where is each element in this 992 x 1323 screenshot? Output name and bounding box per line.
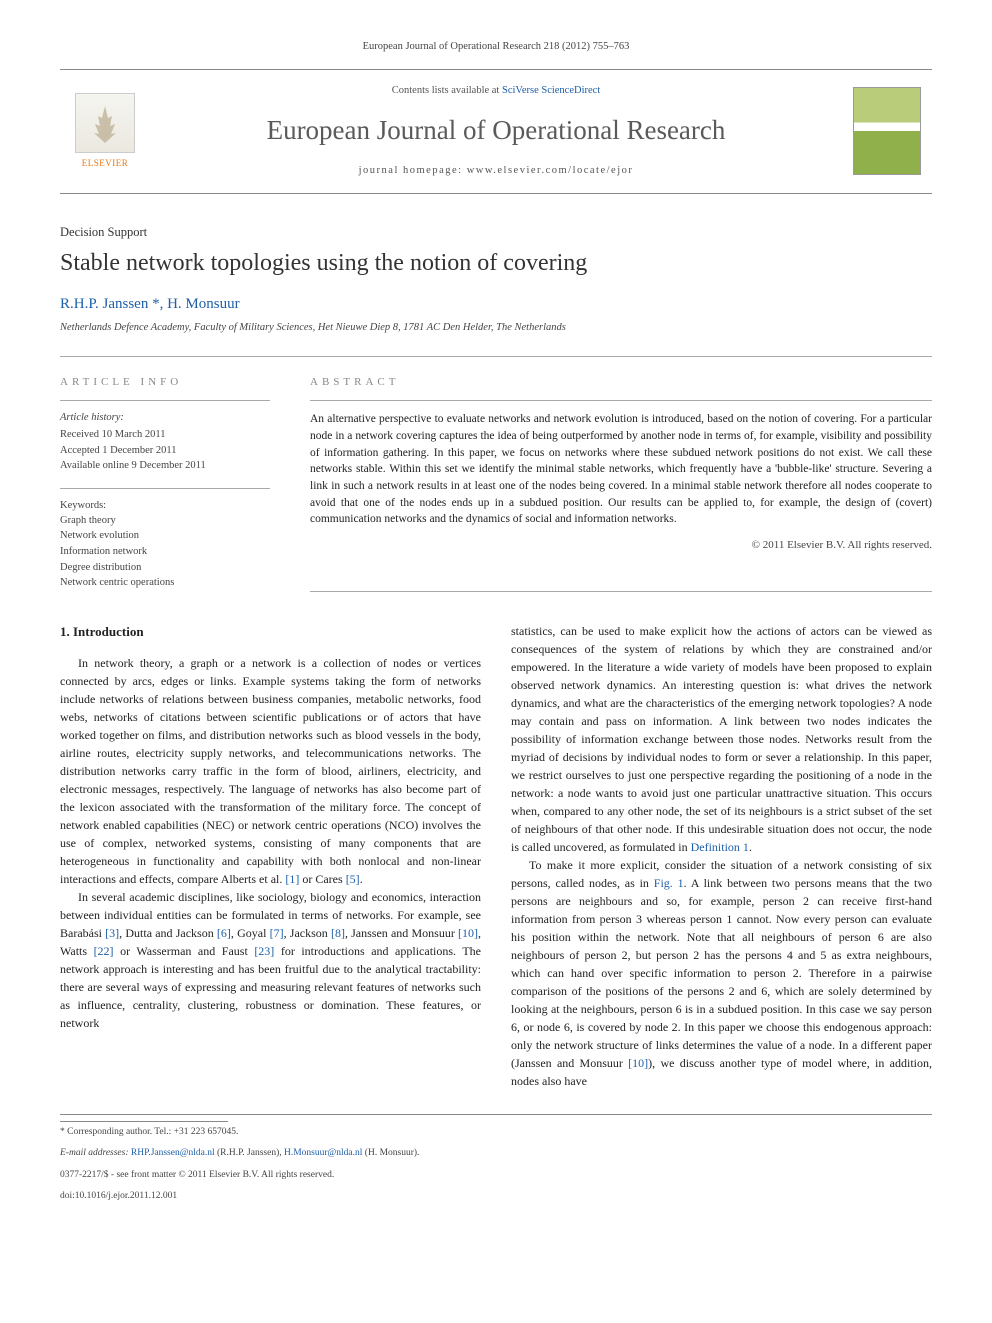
corresponding-author: * Corresponding author. Tel.: +31 223 65… <box>60 1126 481 1139</box>
elsevier-tree-icon <box>75 93 135 153</box>
section-label: Decision Support <box>60 224 932 242</box>
journal-cover-icon <box>853 87 921 175</box>
abstract-block: ABSTRACT An alternative perspective to e… <box>310 375 932 592</box>
para-1-end: . <box>360 872 363 886</box>
abstract-heading: ABSTRACT <box>310 375 932 390</box>
journal-homepage: journal homepage: www.elsevier.com/locat… <box>160 164 832 179</box>
para-1-text: In network theory, a graph or a network … <box>60 656 481 886</box>
t: , Dutta and Jackson <box>119 926 217 940</box>
abstract-text: An alternative perspective to evaluate n… <box>310 411 932 528</box>
t: or Wasserman and Faust <box>114 944 255 958</box>
homepage-prefix: journal homepage: <box>359 165 467 176</box>
ref-link[interactable]: [23] <box>254 944 274 958</box>
email-line: E-mail addresses: RHP.Janssen@nlda.nl (R… <box>60 1147 481 1160</box>
contents-line: Contents lists available at SciVerse Sci… <box>160 84 832 99</box>
homepage-url: www.elsevier.com/locate/ejor <box>467 165 634 176</box>
para-3-text: statistics, can be used to make explicit… <box>511 624 932 854</box>
intro-heading: 1. Introduction <box>60 622 481 642</box>
running-citation: European Journal of Operational Research… <box>60 40 932 55</box>
affiliation: Netherlands Defence Academy, Faculty of … <box>60 321 932 336</box>
journal-title: European Journal of Operational Research <box>160 112 832 150</box>
definition-link[interactable]: Definition 1 <box>691 840 749 854</box>
keyword: Network evolution <box>60 529 270 544</box>
masthead: ELSEVIER Contents lists available at Sci… <box>60 69 932 194</box>
t: . <box>749 840 752 854</box>
para-1-mid: or Cares <box>299 872 345 886</box>
article-info-block: ARTICLE INFO Article history: Received 1… <box>60 375 270 592</box>
para-2: In several academic disciplines, like so… <box>60 888 481 1032</box>
article-info-heading: ARTICLE INFO <box>60 375 270 390</box>
ref-link[interactable]: [10] <box>628 1056 648 1070</box>
figure-link[interactable]: Fig. 1 <box>654 876 684 890</box>
para-4-mid: . A link between two persons means that … <box>511 876 932 1070</box>
ref-link[interactable]: [5] <box>346 872 360 886</box>
ref-link[interactable]: [22] <box>94 944 114 958</box>
ref-link[interactable]: [10] <box>458 926 478 940</box>
footer: * Corresponding author. Tel.: +31 223 65… <box>60 1114 932 1211</box>
ref-link[interactable]: [6] <box>217 926 231 940</box>
keyword: Graph theory <box>60 514 270 529</box>
sciencedirect-link[interactable]: SciVerse ScienceDirect <box>502 85 600 96</box>
paper-title: Stable network topologies using the noti… <box>60 249 932 278</box>
t: , Goyal <box>231 926 270 940</box>
email-who: (H. Monsuur). <box>362 1148 419 1158</box>
ref-link[interactable]: [7] <box>270 926 284 940</box>
authors: R.H.P. Janssen *, H. Monsuur <box>60 294 932 315</box>
ref-link[interactable]: [3] <box>105 926 119 940</box>
email-link[interactable]: H.Monsuur@nlda.nl <box>284 1148 362 1158</box>
para-1: In network theory, a graph or a network … <box>60 654 481 888</box>
keywords-label: Keywords: <box>60 499 270 514</box>
received-date: Received 10 March 2011 <box>60 428 270 443</box>
email-link[interactable]: RHP.Janssen@nlda.nl <box>131 1148 215 1158</box>
online-date: Available online 9 December 2011 <box>60 459 270 474</box>
ref-link[interactable]: [8] <box>331 926 345 940</box>
doi-line: doi:10.1016/j.ejor.2011.12.001 <box>60 1190 481 1203</box>
para-4: To make it more explicit, consider the s… <box>511 856 932 1090</box>
cover-block <box>842 80 932 183</box>
contents-prefix: Contents lists available at <box>392 85 502 96</box>
publisher-name: ELSEVIER <box>82 157 129 170</box>
t: , Janssen and Monsuur <box>345 926 458 940</box>
t: , Jackson <box>284 926 331 940</box>
email-label: E-mail addresses: <box>60 1148 131 1158</box>
keyword: Network centric operations <box>60 576 270 591</box>
email-who: (R.H.P. Janssen), <box>215 1148 284 1158</box>
issn-line: 0377-2217/$ - see front matter © 2011 El… <box>60 1169 481 1182</box>
ref-link[interactable]: [1] <box>285 872 299 886</box>
body-col-left: 1. Introduction In network theory, a gra… <box>60 622 481 1090</box>
keyword: Information network <box>60 545 270 560</box>
publisher-block: ELSEVIER <box>60 80 150 183</box>
keyword: Degree distribution <box>60 561 270 576</box>
history-label: Article history: <box>60 411 270 426</box>
body-col-right: statistics, can be used to make explicit… <box>511 622 932 1090</box>
author-names[interactable]: R.H.P. Janssen *, H. Monsuur <box>60 296 240 312</box>
accepted-date: Accepted 1 December 2011 <box>60 444 270 459</box>
para-3: statistics, can be used to make explicit… <box>511 622 932 856</box>
abstract-copyright: © 2011 Elsevier B.V. All rights reserved… <box>310 538 932 553</box>
